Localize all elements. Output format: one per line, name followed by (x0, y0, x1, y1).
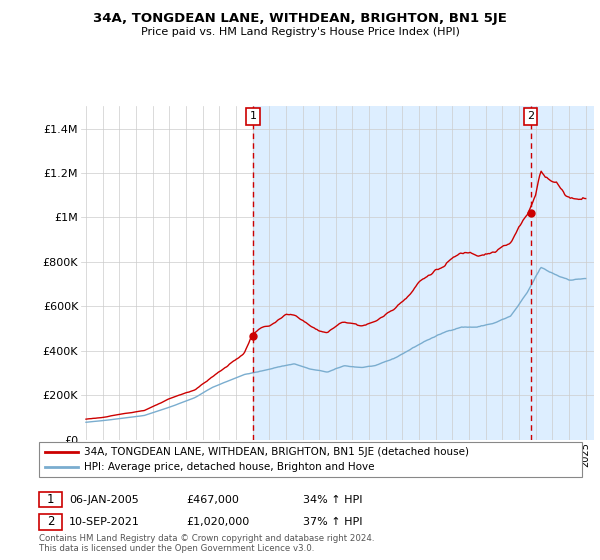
Text: 34A, TONGDEAN LANE, WITHDEAN, BRIGHTON, BN1 5JE (detached house): 34A, TONGDEAN LANE, WITHDEAN, BRIGHTON, … (84, 447, 469, 457)
Text: 34A, TONGDEAN LANE, WITHDEAN, BRIGHTON, BN1 5JE: 34A, TONGDEAN LANE, WITHDEAN, BRIGHTON, … (93, 12, 507, 25)
Text: 1: 1 (47, 493, 54, 506)
Bar (253, 106, 594, 440)
Text: 10-SEP-2021: 10-SEP-2021 (69, 517, 140, 527)
Text: Price paid vs. HM Land Registry's House Price Index (HPI): Price paid vs. HM Land Registry's House … (140, 27, 460, 37)
Text: £1,020,000: £1,020,000 (186, 517, 249, 527)
Text: HPI: Average price, detached house, Brighton and Hove: HPI: Average price, detached house, Brig… (84, 463, 374, 473)
Text: 37% ↑ HPI: 37% ↑ HPI (303, 517, 362, 527)
Text: 34% ↑ HPI: 34% ↑ HPI (303, 494, 362, 505)
Text: 2: 2 (47, 515, 54, 529)
Text: 2: 2 (527, 111, 534, 122)
Text: Contains HM Land Registry data © Crown copyright and database right 2024.
This d: Contains HM Land Registry data © Crown c… (39, 534, 374, 553)
Text: 06-JAN-2005: 06-JAN-2005 (69, 494, 139, 505)
Text: 1: 1 (250, 111, 256, 122)
Text: £467,000: £467,000 (186, 494, 239, 505)
